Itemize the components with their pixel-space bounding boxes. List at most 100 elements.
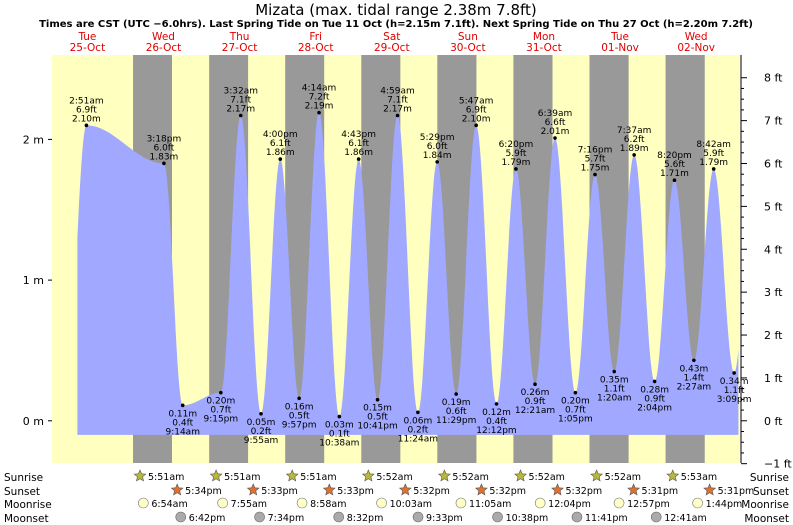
sunset-time: 5:32pm — [489, 486, 526, 497]
low-tide-point — [219, 390, 223, 395]
sunrise-icon — [514, 469, 527, 482]
high-tide-point — [395, 113, 400, 118]
low-tide-label: 0.35m — [600, 376, 629, 386]
left-tick-label: 0 m — [23, 415, 44, 428]
row-label-moonrise-right: Moonrise — [741, 499, 789, 511]
moonrise-time: 6:54am — [151, 499, 187, 510]
high-tide-label: 5.7ft — [585, 155, 606, 165]
sunrise-icon — [361, 469, 375, 482]
moonrise-time: 11:05am — [469, 499, 511, 510]
chart-title: Mizata (max. tidal range 2.38m 7.8ft) — [255, 1, 537, 19]
sunrise-icon — [437, 469, 451, 482]
sunrise-time: 5:52am — [452, 472, 488, 483]
high-tide-point — [474, 123, 478, 128]
high-tide-label: 1.71m — [660, 169, 689, 179]
high-tide-point — [672, 178, 677, 183]
chart-subtitle: Times are CST (UTC −6.0hrs). Last Spring… — [39, 19, 753, 30]
high-tide-label: 6.0ft — [427, 142, 448, 152]
low-tide-label: 0.15m — [363, 404, 392, 414]
high-tide-label: 5.6ft — [664, 160, 685, 170]
low-tide-label: 0.28m — [640, 385, 669, 395]
high-tide-label: 1.79m — [699, 158, 728, 168]
low-tide-label: 1.1ft — [724, 386, 745, 396]
right-tick-label: 4 ft — [764, 243, 783, 256]
low-tide-point — [375, 397, 380, 402]
low-tide-point — [612, 369, 617, 374]
low-tide-label: 1:05pm — [558, 415, 593, 425]
high-tide-label: 6.0ft — [153, 143, 174, 153]
right-tick-label: 0 ft — [764, 415, 783, 428]
high-tide-point — [553, 136, 557, 140]
moonset-time: 10:38pm — [506, 513, 549, 524]
moonrise-icon — [455, 497, 467, 509]
day-label-dow: Sun — [458, 31, 478, 43]
high-tide-point — [593, 172, 597, 177]
moonrise-time: 8:58am — [310, 499, 346, 510]
moonrise-icon — [613, 497, 625, 509]
row-label-moonrise: Moonrise — [4, 499, 52, 511]
high-tide-label: 7.1ft — [387, 95, 408, 105]
high-tide-label: 2.01m — [541, 127, 570, 137]
moonset-time: 8:32pm — [347, 513, 384, 524]
sunset-icon — [474, 483, 488, 496]
sunset-icon — [551, 483, 564, 496]
high-tide-label: 5:47am — [459, 96, 494, 106]
low-tide-label: 3:09pm — [717, 395, 752, 405]
moonrise-icon — [217, 497, 228, 509]
high-tide-label: 8:42am — [696, 140, 731, 150]
right-tick-label: −1 ft — [764, 458, 792, 471]
day-label-dow: Thu — [229, 31, 250, 43]
low-tide-label: 10:38am — [319, 439, 359, 449]
high-tide-label: 1.84m — [423, 151, 452, 161]
sunset-time: 5:33pm — [261, 486, 298, 497]
moonset-time: 6:42pm — [189, 513, 226, 524]
low-tide-point — [337, 414, 342, 419]
high-tide-label: 5.9ft — [506, 149, 527, 159]
high-tide-label: 8:20pm — [657, 151, 692, 161]
high-tide-label: 6.2ft — [624, 135, 645, 145]
low-tide-label: 11:24am — [398, 434, 438, 444]
low-tide-label: 0.6ft — [446, 407, 467, 417]
right-tick-label: 8 ft — [764, 72, 783, 85]
moonrise-icon — [376, 497, 387, 509]
moonset-time: 11:41pm — [585, 513, 628, 524]
high-tide-label: 7:16pm — [578, 146, 613, 156]
high-tide-label: 5.9ft — [703, 149, 724, 159]
day-label-date: 26-Oct — [146, 42, 182, 54]
low-tide-point — [180, 403, 185, 408]
high-tide-label: 4:00pm — [263, 130, 298, 140]
high-tide-label: 7.2ft — [309, 93, 330, 103]
sunrise-time: 5:51am — [148, 472, 184, 483]
low-tide-label: 0.9ft — [644, 394, 665, 404]
sunrise-time: 5:51am — [300, 472, 336, 483]
sunrise-icon — [666, 469, 680, 482]
low-tide-point — [297, 396, 301, 401]
high-tide-label: 1.79m — [502, 158, 531, 168]
low-tide-label: 0.1ft — [329, 430, 350, 440]
day-label-date: 31-Oct — [526, 42, 562, 54]
low-tide-label: 9:15pm — [203, 415, 238, 425]
moonset-time: 12:41am — [664, 513, 706, 524]
right-tick-label: 1 ft — [764, 372, 783, 385]
high-tide-label: 6.9ft — [466, 105, 487, 115]
high-tide-label: 2:51am — [69, 96, 104, 106]
high-tide-label: 6.1ft — [270, 139, 291, 149]
day-label-date: 02-Nov — [677, 42, 715, 54]
sunset-icon — [703, 483, 717, 496]
low-tide-label: 0.26m — [521, 388, 550, 398]
low-tide-label: 0.20m — [206, 397, 235, 407]
tide-area — [77, 112, 739, 435]
high-tide-label: 6:39am — [538, 109, 573, 119]
low-tide-point — [494, 402, 499, 406]
low-tide-label: 0.12m — [482, 408, 511, 418]
high-tide-label: 1.86m — [344, 148, 373, 158]
right-tick-label: 3 ft — [764, 286, 783, 299]
sunrise-time: 5:52am — [529, 472, 565, 483]
sunset-icon — [398, 483, 412, 496]
sun-moon-events: 5:51am5:34pm5:51am5:33pm5:51am5:33pm5:52… — [133, 469, 754, 524]
sunrise-time: 5:51am — [224, 472, 260, 483]
moonrise-icon — [692, 497, 703, 509]
low-tide-label: 0.03m — [325, 421, 354, 431]
moonrise-icon — [534, 497, 546, 509]
low-tide-label: 0.7ft — [210, 406, 231, 416]
